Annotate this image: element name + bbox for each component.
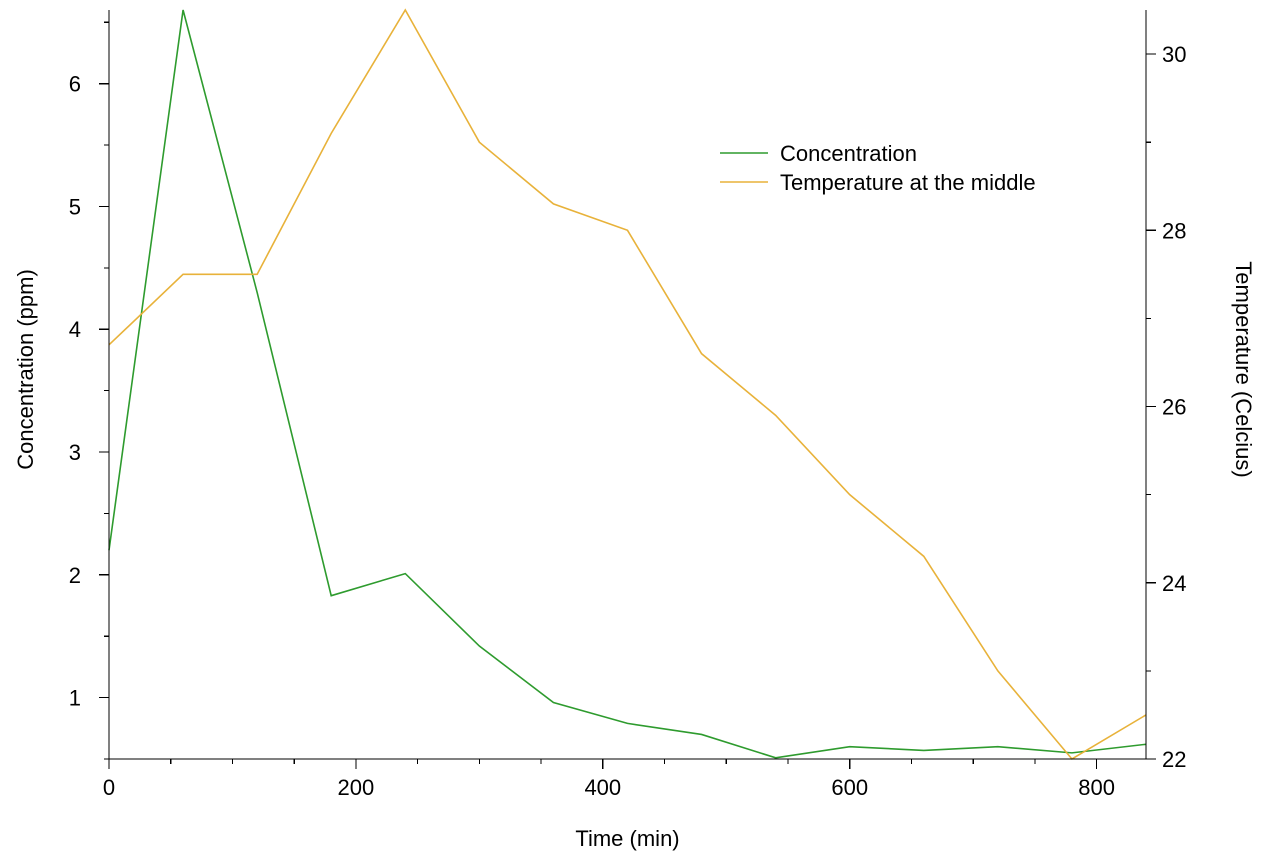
x-tick-label: 0 (103, 775, 115, 800)
y-tick-label: 5 (69, 194, 81, 219)
y-tick-label: 1 (69, 686, 81, 711)
legend-label-concentration: Concentration (780, 141, 917, 166)
y2-tick-label: 24 (1162, 571, 1186, 596)
y-tick-label: 4 (69, 317, 81, 342)
ticks-layer: 0 200 400 600 800 1 2 3 4 5 6 22 24 26 28 30 (69, 21, 1186, 800)
y-tick-label: 3 (69, 440, 81, 465)
x-tick-label: 800 (1078, 775, 1115, 800)
y2-tick-label: 26 (1162, 395, 1186, 420)
y2-tick-label: 28 (1162, 218, 1186, 243)
x-tick-label: 600 (831, 775, 868, 800)
legend: Concentration Temperature at the middle (720, 141, 1036, 195)
legend-label-temperature: Temperature at the middle (780, 170, 1036, 195)
y-tick-label: 2 (69, 563, 81, 588)
series-line-temperature (108, 8, 1147, 761)
y-tick-label: 6 (69, 72, 81, 97)
right-y-axis-title: Temperature (Celcius) (1231, 261, 1256, 477)
y2-tick-label: 30 (1162, 42, 1186, 67)
x-tick-label: 200 (338, 775, 375, 800)
x-axis-title: Time (min) (575, 826, 679, 851)
axes-layer (108, 10, 1147, 760)
y2-tick-label: 22 (1162, 747, 1186, 772)
series-layer (108, 8, 1147, 761)
x-tick-label: 400 (584, 775, 621, 800)
left-y-axis-title: Concentration (ppm) (13, 269, 38, 470)
series-line-concentration (108, 9, 1147, 759)
